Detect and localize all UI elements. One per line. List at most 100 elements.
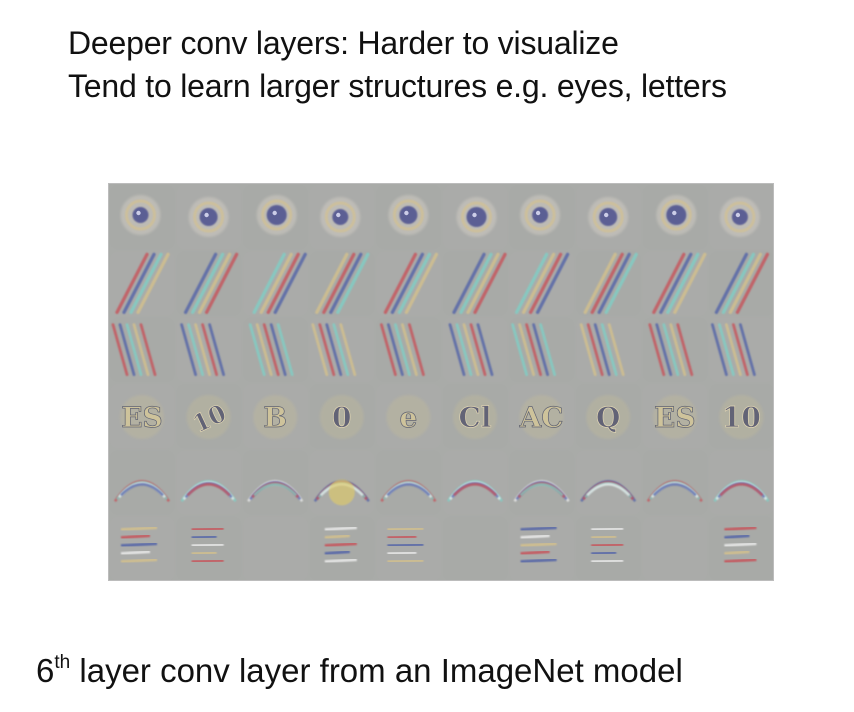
stroke-mark (452, 252, 486, 314)
stroke-mark (600, 323, 618, 377)
eye-core (199, 208, 218, 226)
stroke-mark (266, 252, 300, 314)
bar-mark (724, 558, 757, 564)
stroke-mark (535, 252, 570, 314)
stroke-mark (714, 252, 749, 314)
filter-tile-r5-c7 (509, 450, 575, 515)
filter-tile-r6-c5 (376, 516, 441, 580)
filter-tile-r2-c6 (443, 251, 508, 316)
tile-background (443, 317, 508, 382)
bar-mark (324, 526, 357, 532)
bar-mark (724, 534, 750, 540)
filter-tile-r4-c4: 0 (309, 383, 375, 449)
filter-tile-r3-c5 (376, 317, 441, 382)
stroke-mark (197, 252, 232, 314)
stroke-mark (662, 323, 680, 377)
stroke-mark (311, 323, 329, 377)
eye-ring (724, 201, 756, 233)
stroke-mark (718, 323, 735, 377)
stroke-mark (115, 252, 149, 314)
stroke-mark (325, 323, 343, 377)
eye-core (466, 207, 487, 227)
filter-tile-r4-c6: Cl (443, 383, 508, 449)
tile-background (309, 516, 375, 580)
eye-ring (660, 199, 692, 231)
eye-ring (461, 201, 492, 233)
eye-highlight (136, 210, 141, 216)
stroke-mark (269, 323, 287, 377)
bar-mark (387, 527, 424, 532)
stroke-mark (473, 252, 507, 314)
filter-tile-r1-c7 (509, 185, 575, 250)
filter-tile-r4-c10: 10 (709, 383, 773, 449)
filter-tile-r1-c3 (243, 185, 308, 250)
filter-tile-r5-c10 (709, 450, 773, 515)
stroke-mark (332, 323, 350, 377)
filter-tile-r5-c6 (443, 450, 508, 515)
filter-tile-r5-c5 (376, 450, 441, 515)
stroke-mark (448, 323, 466, 377)
stroke-mark (673, 252, 707, 314)
stroke-mark (379, 323, 397, 377)
filter-tile-r3-c6 (443, 317, 508, 382)
stroke-mark (732, 323, 749, 377)
arc-mark (652, 483, 697, 497)
stroke-mark (648, 323, 666, 377)
filter-tile-r4-c2: 10 (176, 383, 242, 449)
eye-ring (392, 199, 424, 231)
stroke-mark (586, 323, 604, 377)
stroke-mark (262, 323, 280, 377)
tile-text-mark: ES (121, 401, 163, 434)
letter-glow (319, 394, 364, 439)
stroke-mark (194, 323, 211, 377)
bar-mark (724, 550, 750, 556)
stroke-mark (514, 252, 549, 314)
arc-mark (719, 483, 764, 497)
stroke-mark (669, 323, 687, 377)
filter-tile-r2-c1 (110, 251, 175, 316)
stroke-mark (252, 252, 286, 314)
filter-tile-r5-c9 (642, 450, 708, 515)
filter-tile-r6-c4 (309, 516, 375, 580)
filter-tile-r1-c6 (443, 185, 508, 250)
filter-tile-r2-c8 (576, 251, 641, 316)
stroke-mark (590, 252, 624, 314)
stroke-mark (183, 252, 218, 314)
letter-glow (719, 394, 764, 439)
filter-tile-r5-c8 (576, 450, 641, 515)
tile-text-mark: B (263, 401, 287, 434)
filter-tile-r6-c6 (443, 516, 508, 580)
stroke-mark (466, 252, 500, 314)
caption-superscript-number: 6 (36, 652, 55, 689)
tile-text-mark: AC (519, 401, 564, 434)
letter-glow (586, 394, 631, 439)
caption-superscript: th (54, 652, 71, 673)
bar-mark (724, 542, 757, 548)
stroke-mark (469, 323, 487, 377)
filter-tile-r1-c4 (309, 185, 375, 250)
eye-highlight (604, 212, 609, 218)
tile-text-mark: ES (654, 401, 696, 434)
filter-tile-r6-c1 (110, 516, 175, 580)
bar-mark (324, 550, 350, 556)
filter-tile-r4-c5: e (376, 383, 441, 449)
stroke-mark (459, 252, 493, 314)
stroke-mark (400, 323, 418, 377)
arc-mark (586, 483, 631, 497)
tile-background (110, 516, 175, 580)
arc-mark (186, 483, 231, 497)
stroke-mark (136, 252, 170, 314)
arc-mark (453, 483, 497, 497)
tile-background (443, 516, 508, 580)
caption-text: layer conv layer from an ImageNet model (70, 652, 683, 689)
eye-highlight (472, 212, 477, 218)
filter-tile-r3-c4 (309, 317, 375, 382)
tile-text-mark: 10 (722, 401, 761, 434)
filter-tile-r2-c10 (709, 251, 773, 316)
stroke-mark (655, 323, 673, 377)
bar-mark (324, 534, 350, 540)
eye-core (599, 208, 618, 226)
stroke-mark (593, 323, 611, 377)
stroke-mark (462, 323, 480, 377)
slide-caption: 6th layer conv layer from an ImageNet mo… (36, 649, 816, 693)
